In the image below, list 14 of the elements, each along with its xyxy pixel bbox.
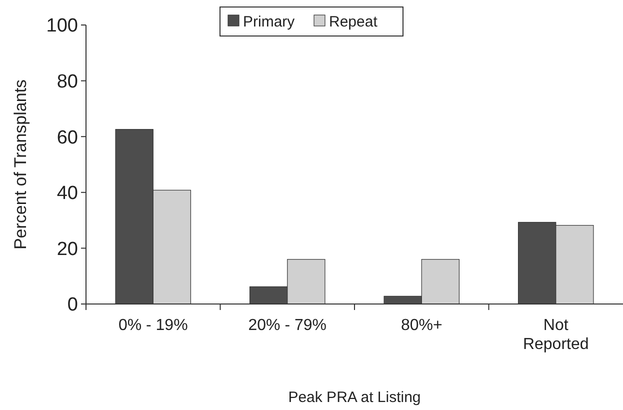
y-tick-label: 20	[56, 238, 78, 260]
y-tick-label: 0	[67, 294, 78, 316]
x-tick-label: 20% - 79%	[248, 317, 327, 334]
legend-label: Primary	[243, 13, 296, 30]
y-tick-label: 40	[56, 183, 78, 204]
legend-label: Repeat	[329, 13, 378, 30]
x-tick-label: 80%+	[400, 317, 442, 334]
y-tick-label: 60	[56, 127, 78, 148]
y-axis-title: Percent of Transplants	[11, 79, 30, 250]
y-tick-label: 80	[56, 71, 78, 92]
x-axis-title: Peak PRA at Listing	[288, 389, 421, 406]
y-tick-label: 100	[46, 16, 78, 37]
x-tick-label: 0% - 19%	[118, 317, 188, 334]
x-tick-label: Not Reported	[522, 317, 589, 353]
